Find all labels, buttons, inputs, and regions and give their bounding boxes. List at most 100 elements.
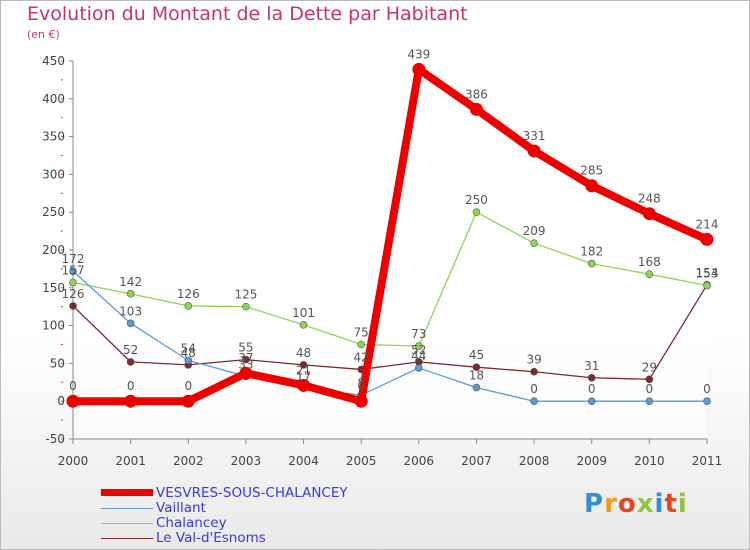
data-label: 168	[638, 255, 661, 269]
data-label: 439	[407, 47, 430, 61]
series-point	[184, 356, 193, 365]
legend-label: VESVRES-SOUS-CHALANCEY	[156, 485, 348, 501]
y-tick-label: 300	[42, 167, 65, 181]
y-tick-label: -50	[45, 432, 65, 446]
legend-entry: VESVRES-SOUS-CHALANCEY	[101, 485, 421, 501]
x-tick-label: 2007	[461, 454, 492, 468]
logo-letter: r	[604, 489, 618, 519]
y-tick-label: 150	[42, 281, 65, 295]
series-point	[69, 278, 77, 287]
series-point	[585, 179, 599, 193]
series-point	[69, 302, 77, 310]
series-point	[530, 367, 538, 376]
series-point	[587, 259, 596, 268]
series-point	[357, 340, 365, 349]
data-label: 55	[238, 341, 253, 355]
legend-label: Vaillant	[156, 500, 206, 516]
series-point	[472, 208, 481, 216]
lines-layer	[66, 62, 714, 408]
series-line	[72, 284, 708, 380]
data-label: 125	[234, 288, 257, 302]
logo-letter: t	[664, 489, 678, 519]
data-label: 48	[296, 346, 311, 360]
data-label: 154	[696, 266, 719, 280]
data-label: 0	[127, 379, 135, 393]
legend: VESVRES-SOUS-CHALANCEY Vaillant Chalance…	[101, 485, 421, 546]
y-tick-label: 400	[42, 92, 65, 106]
data-label: 37	[238, 351, 253, 365]
data-label: 31	[584, 359, 599, 373]
series-point	[527, 144, 541, 158]
x-tick-label: 2001	[115, 454, 146, 468]
data-label: 29	[642, 360, 657, 374]
series-point	[239, 366, 253, 380]
series-point	[530, 239, 538, 247]
data-label: 214	[696, 217, 719, 231]
data-label: 182	[580, 245, 603, 259]
data-label: 0	[703, 382, 711, 396]
y-tick-label: 250	[42, 205, 65, 219]
series-point	[530, 397, 538, 406]
data-label: 73	[411, 327, 426, 341]
series-line	[72, 211, 708, 347]
series-point	[645, 397, 654, 406]
data-labels-layer: 126 52 48 55 48 42 52 45 39 31 29 154 157 142 126 125 10…	[62, 47, 719, 396]
legend-entry: Vaillant	[101, 500, 421, 516]
series-point	[472, 363, 481, 371]
series-point	[299, 361, 308, 369]
x-tick-label: 2011	[692, 454, 723, 468]
series-point	[415, 342, 423, 350]
data-label: 103	[119, 304, 142, 318]
data-label: 0	[357, 379, 365, 393]
data-label: 285	[580, 164, 603, 178]
x-tick-label: 2004	[288, 454, 319, 468]
series-point	[645, 375, 654, 384]
series-point	[703, 397, 711, 406]
data-label: 172	[62, 252, 85, 266]
y-tick-label: 200	[42, 243, 65, 257]
legend-entry: Chalancey	[101, 515, 421, 531]
data-label: 126	[62, 287, 85, 301]
data-label: 45	[469, 348, 484, 362]
data-label: 8	[357, 376, 365, 390]
logo-letter: x	[636, 489, 655, 519]
data-label: 0	[646, 382, 654, 396]
x-tick-label: 2000	[58, 454, 89, 468]
series-point	[469, 102, 483, 116]
data-label: 248	[638, 192, 661, 206]
series-point	[242, 302, 250, 311]
series-point	[354, 394, 368, 408]
legend-swatch	[101, 523, 153, 524]
series-point	[645, 270, 654, 278]
logo-letter: i	[654, 489, 665, 519]
series-point	[124, 394, 138, 408]
x-tick-label: 2002	[173, 454, 204, 468]
logo-letter: i	[677, 489, 688, 519]
data-label: 142	[119, 275, 142, 289]
data-label: 386	[465, 87, 488, 101]
data-label: 75	[354, 326, 369, 340]
x-tick-label: 2006	[404, 454, 435, 468]
data-label: 17	[296, 369, 311, 383]
legend-entry: Le Val-d'Esnoms	[101, 530, 421, 546]
y-tick-label: 50	[50, 356, 65, 370]
data-label: 157	[62, 264, 85, 278]
series-point	[642, 207, 656, 221]
legend-swatch	[101, 538, 153, 539]
series-point	[66, 394, 80, 408]
chart-unit: (en €)	[27, 28, 60, 41]
data-label: 101	[292, 306, 315, 320]
data-label: 52	[123, 343, 138, 357]
series-point	[412, 62, 426, 76]
data-label: 0	[69, 379, 77, 393]
data-label: 54	[181, 341, 196, 355]
x-tick-label: 2009	[576, 454, 607, 468]
data-label: 42	[354, 350, 369, 364]
data-label: 0	[184, 379, 192, 393]
series-point	[299, 321, 308, 329]
series-point	[587, 373, 596, 382]
proxiti-logo: Proxiti	[584, 489, 688, 519]
series-point	[700, 232, 714, 246]
series-point	[126, 358, 135, 366]
